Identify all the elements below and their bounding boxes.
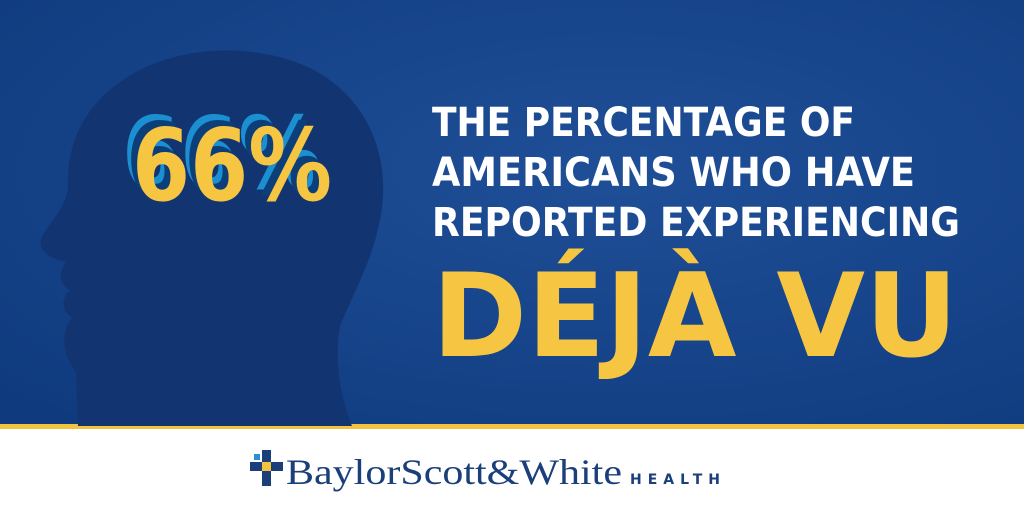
headline-line: REPORTED EXPERIENCING	[432, 200, 960, 246]
logo-cross	[250, 450, 283, 486]
stat-shadow: 66%	[126, 101, 326, 218]
headline-line: THE PERCENTAGE OF	[432, 100, 855, 146]
stat-shadow: 66%	[122, 95, 322, 212]
footer	[0, 429, 1024, 512]
headline-line: AMERICANS WHO HAVE	[432, 150, 915, 196]
stat: 66%	[132, 107, 332, 224]
brand: BaylorScott&White	[286, 452, 622, 492]
head-silhouette	[40, 50, 384, 426]
divider	[0, 424, 1024, 429]
brand-suffix: HEALTH	[630, 472, 726, 488]
highlight: DÉJÀ VU	[432, 248, 958, 384]
